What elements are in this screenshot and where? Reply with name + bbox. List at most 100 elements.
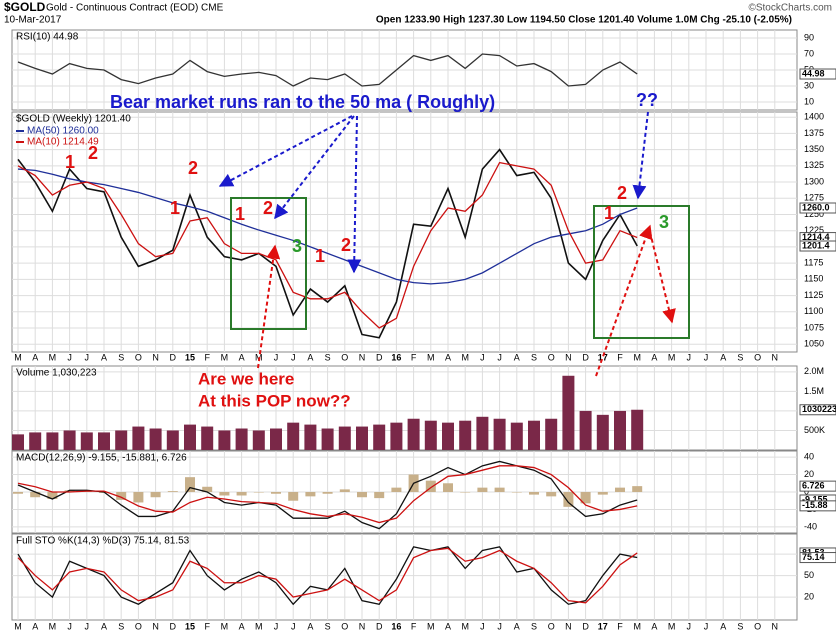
bar xyxy=(271,492,281,494)
x-tick-label: J xyxy=(85,352,90,362)
x-tick-label: A xyxy=(32,352,38,362)
value-tag-label: 1030223 xyxy=(802,404,836,414)
x-tick-label: M xyxy=(221,621,229,631)
y-tick-label: -40 xyxy=(804,521,817,531)
value-tag-label: 1214.4 xyxy=(802,232,830,242)
x-tick-label: A xyxy=(445,352,451,362)
x-tick-label: O xyxy=(548,621,555,631)
value-tag xyxy=(799,500,836,512)
y-tick-label: 1075 xyxy=(804,322,824,332)
x-tick-label: J xyxy=(274,352,279,362)
x-tick-label: 15 xyxy=(185,352,195,362)
bar xyxy=(374,492,385,499)
bar xyxy=(287,422,300,450)
bar xyxy=(631,409,644,450)
bar xyxy=(477,487,488,492)
x-tick-label: J xyxy=(274,621,279,631)
bar xyxy=(424,420,437,450)
x-tick-label: D xyxy=(582,621,589,631)
bar xyxy=(235,428,248,450)
bar xyxy=(510,422,523,450)
x-tick-label: 16 xyxy=(391,352,401,362)
bar xyxy=(580,492,591,504)
annotation: 2 xyxy=(263,198,273,218)
y-tick-label: 1050 xyxy=(804,339,824,349)
bar xyxy=(80,432,93,450)
box xyxy=(230,197,307,330)
bar xyxy=(528,420,540,450)
bar xyxy=(98,432,110,450)
value-tag xyxy=(799,202,836,214)
quote: Open 1233.90 High 1237.30 Low 1194.50 Cl… xyxy=(376,15,792,26)
x-tick-label: 17 xyxy=(598,621,608,631)
value-tag xyxy=(799,240,836,252)
annotation: 3 xyxy=(292,236,302,256)
x-tick-label: O xyxy=(548,352,555,362)
x-tick-label: F xyxy=(204,621,210,631)
bar xyxy=(511,492,522,493)
bar xyxy=(47,492,58,499)
x-tick-label: J xyxy=(687,352,692,362)
bar xyxy=(305,492,316,497)
x-tick-label: A xyxy=(720,352,726,362)
series-line xyxy=(17,465,638,524)
value-tag-label: 44.98 xyxy=(802,68,825,78)
bar xyxy=(632,486,643,492)
series-line xyxy=(17,460,638,530)
x-tick-label: A xyxy=(514,621,520,631)
x-tick-label: J xyxy=(497,352,502,362)
y-tick-label: 1225 xyxy=(804,225,824,235)
x-tick-label: N xyxy=(565,352,572,362)
x-tick-label: 15 xyxy=(185,621,195,631)
x-tick-label: 17 xyxy=(598,352,608,362)
source: ©StockCharts.com xyxy=(748,3,832,14)
x-tick-label: A xyxy=(307,352,313,362)
x-tick-label: A xyxy=(239,621,245,631)
bar xyxy=(64,490,75,492)
panel-title: RSI(10) 44.98 xyxy=(16,32,79,43)
annotation: 1 xyxy=(65,152,75,172)
x-tick-label: A xyxy=(651,621,657,631)
x-tick-label: M xyxy=(255,621,263,631)
arrow xyxy=(649,231,676,324)
annotation: 2 xyxy=(617,183,627,203)
x-tick-label: M xyxy=(633,621,641,631)
bar xyxy=(338,426,351,450)
y-tick-label: 10 xyxy=(804,96,814,106)
y-tick-label: 1300 xyxy=(804,176,824,186)
bar xyxy=(270,428,282,450)
bar xyxy=(219,492,230,496)
panel xyxy=(11,365,798,451)
x-tick-label: F xyxy=(617,621,623,631)
bar xyxy=(562,375,575,450)
value-tag xyxy=(799,480,836,492)
panel-title: Volume 1,030,223 xyxy=(16,368,97,379)
bar xyxy=(596,414,609,450)
x-tick-label: S xyxy=(531,621,537,631)
bar xyxy=(252,430,265,450)
bar xyxy=(339,489,350,492)
bar xyxy=(321,428,334,450)
box xyxy=(593,205,690,339)
legend-entry: MA(10) 1214.49 xyxy=(27,137,99,148)
annotation: 1 xyxy=(170,198,180,218)
x-tick-label: M xyxy=(461,621,469,631)
bar xyxy=(460,492,471,493)
y-tick-label: 1350 xyxy=(804,144,824,154)
annotation: 2 xyxy=(341,235,351,255)
y-tick-label: 20 xyxy=(804,591,814,601)
x-tick-label: O xyxy=(754,352,761,362)
bar xyxy=(201,426,214,450)
bar xyxy=(304,424,317,450)
x-tick-label: F xyxy=(204,352,210,362)
y-tick-label: 1125 xyxy=(804,290,823,300)
bar xyxy=(167,491,178,492)
panel xyxy=(11,111,798,353)
series-line xyxy=(17,53,638,87)
series-line xyxy=(17,168,638,285)
arrow xyxy=(595,224,653,377)
x-tick-label: A xyxy=(101,621,107,631)
bar xyxy=(116,492,127,500)
bar xyxy=(546,492,557,497)
